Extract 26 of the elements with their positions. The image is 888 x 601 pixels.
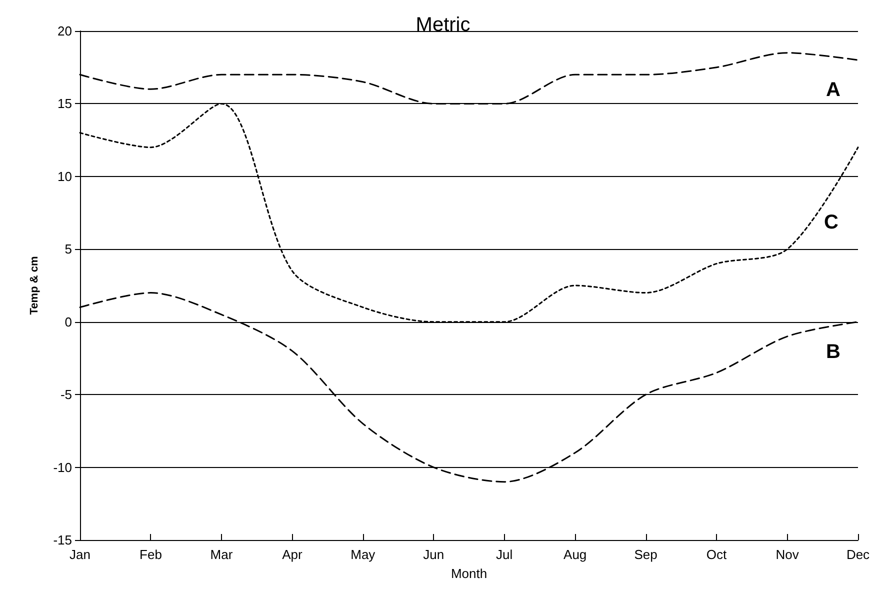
x-tick-label: Aug (564, 547, 587, 562)
x-tick-label: Nov (776, 547, 800, 562)
y-tick-label: -15 (53, 532, 72, 548)
x-tick-label: Oct (706, 547, 728, 562)
x-tick-label: Mar (210, 547, 234, 562)
x-tick-label: Apr (282, 547, 303, 562)
x-tick-label: Jan (70, 547, 90, 562)
x-tick-label: Sep (634, 547, 658, 562)
y-axis-title: Temp & cm (28, 256, 40, 315)
series-label: C (824, 211, 838, 234)
x-tick-label: Feb (140, 547, 162, 562)
y-tick-label: 10 (58, 168, 72, 184)
x-tick-label: Dec (846, 547, 870, 562)
y-tick-label: -10 (53, 460, 72, 475)
y-tick-label: 0 (64, 314, 72, 330)
y-tick-label: 5 (64, 242, 72, 257)
x-tick-label: May (350, 547, 376, 562)
y-tick-label: 15 (58, 96, 72, 112)
chart-title: Metric (416, 14, 470, 36)
series-label: A (826, 79, 840, 102)
x-axis-title: Month (450, 566, 488, 581)
series-label: B (826, 340, 840, 363)
y-tick-label: 20 (58, 24, 72, 38)
x-tick-label: Jun (423, 547, 444, 562)
y-tick-label: -5 (60, 387, 72, 402)
x-tick-label: Jul (496, 547, 513, 562)
